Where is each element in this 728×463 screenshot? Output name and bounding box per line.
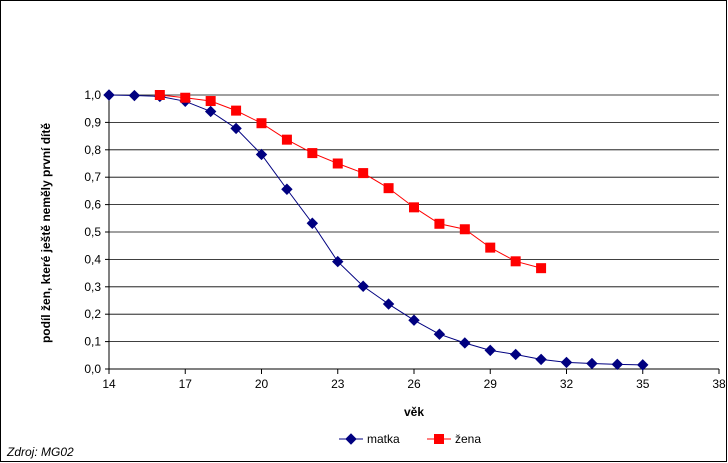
x-tick-label: 32 bbox=[560, 377, 574, 391]
y-tick-label: 0,4 bbox=[84, 252, 101, 266]
series-0 bbox=[103, 89, 649, 371]
data-point bbox=[408, 314, 420, 326]
data-point bbox=[103, 89, 115, 101]
data-point bbox=[281, 134, 292, 145]
legend-label: matka bbox=[367, 432, 400, 446]
data-point bbox=[509, 348, 522, 361]
data-point bbox=[637, 359, 649, 371]
series-1 bbox=[154, 90, 547, 274]
series-line bbox=[159, 94, 542, 269]
data-point bbox=[180, 92, 191, 103]
y-tick-label: 1,0 bbox=[84, 88, 101, 102]
data-point bbox=[433, 328, 446, 340]
data-point bbox=[204, 105, 217, 118]
y-tick-label: 0,2 bbox=[84, 307, 101, 321]
data-point bbox=[560, 356, 573, 369]
x-tick-label: 38 bbox=[712, 377, 726, 391]
data-point bbox=[535, 353, 547, 366]
x-tick-label: 35 bbox=[636, 377, 650, 391]
source-note: Zdroj: MG02 bbox=[7, 445, 74, 459]
data-point bbox=[484, 344, 496, 357]
x-tick-label: 14 bbox=[102, 377, 116, 391]
axes bbox=[105, 94, 720, 374]
data-point bbox=[536, 263, 547, 274]
data-point bbox=[382, 298, 395, 310]
series-line bbox=[108, 94, 643, 366]
legend-label: žena bbox=[455, 432, 481, 446]
y-tick-label: 0,1 bbox=[84, 335, 101, 349]
x-tick-label: 29 bbox=[484, 377, 498, 391]
data-point bbox=[383, 183, 394, 194]
legend: matka žena bbox=[339, 432, 481, 446]
data-point bbox=[306, 217, 319, 229]
tick-labels: 0,0 0,1 0,2 0,3 0,4 0,5 0,6 0,7 0,8 0,9 1,0 14 17 20 2… bbox=[84, 88, 726, 391]
data-point bbox=[409, 202, 419, 213]
data-point bbox=[154, 90, 165, 100]
data-point bbox=[307, 148, 318, 159]
x-tick-label: 23 bbox=[331, 377, 345, 391]
data-point bbox=[357, 280, 369, 292]
data-point bbox=[231, 105, 242, 116]
y-tick-label: 0,8 bbox=[84, 143, 101, 157]
y-tick-label: 0,9 bbox=[84, 115, 101, 129]
data-point bbox=[332, 255, 344, 268]
data-point bbox=[332, 158, 343, 169]
data-point bbox=[459, 224, 470, 235]
data-point bbox=[510, 256, 521, 267]
data-point bbox=[128, 89, 141, 102]
series-layer bbox=[103, 89, 649, 371]
y-tick-label: 0,5 bbox=[84, 225, 101, 239]
y-axis-label: podíl žen, které ještě neměly první dítě bbox=[39, 123, 53, 343]
x-tick-label: 20 bbox=[255, 377, 269, 391]
data-point bbox=[611, 358, 624, 371]
legend-marker bbox=[434, 434, 444, 444]
data-point bbox=[205, 96, 216, 107]
grid-lines bbox=[109, 94, 719, 343]
data-point bbox=[358, 168, 369, 179]
data-point bbox=[434, 218, 445, 229]
data-point bbox=[586, 357, 598, 370]
data-point bbox=[281, 183, 293, 195]
legend-marker bbox=[345, 433, 357, 445]
y-tick-label: 0,0 bbox=[84, 362, 101, 376]
data-point bbox=[256, 118, 267, 129]
x-tick-label: 26 bbox=[407, 377, 421, 391]
data-point bbox=[485, 242, 496, 253]
legend-item-1: žena bbox=[427, 432, 481, 446]
y-tick-label: 0,3 bbox=[84, 280, 101, 294]
data-point bbox=[255, 148, 268, 161]
y-tick-label: 0,6 bbox=[84, 198, 101, 212]
legend-item-0: matka bbox=[339, 432, 400, 446]
data-point bbox=[459, 337, 471, 349]
x-axis-label: věk bbox=[404, 405, 424, 419]
y-tick-label: 0,7 bbox=[84, 170, 101, 184]
x-tick-label: 17 bbox=[179, 377, 193, 391]
data-point bbox=[230, 122, 242, 135]
